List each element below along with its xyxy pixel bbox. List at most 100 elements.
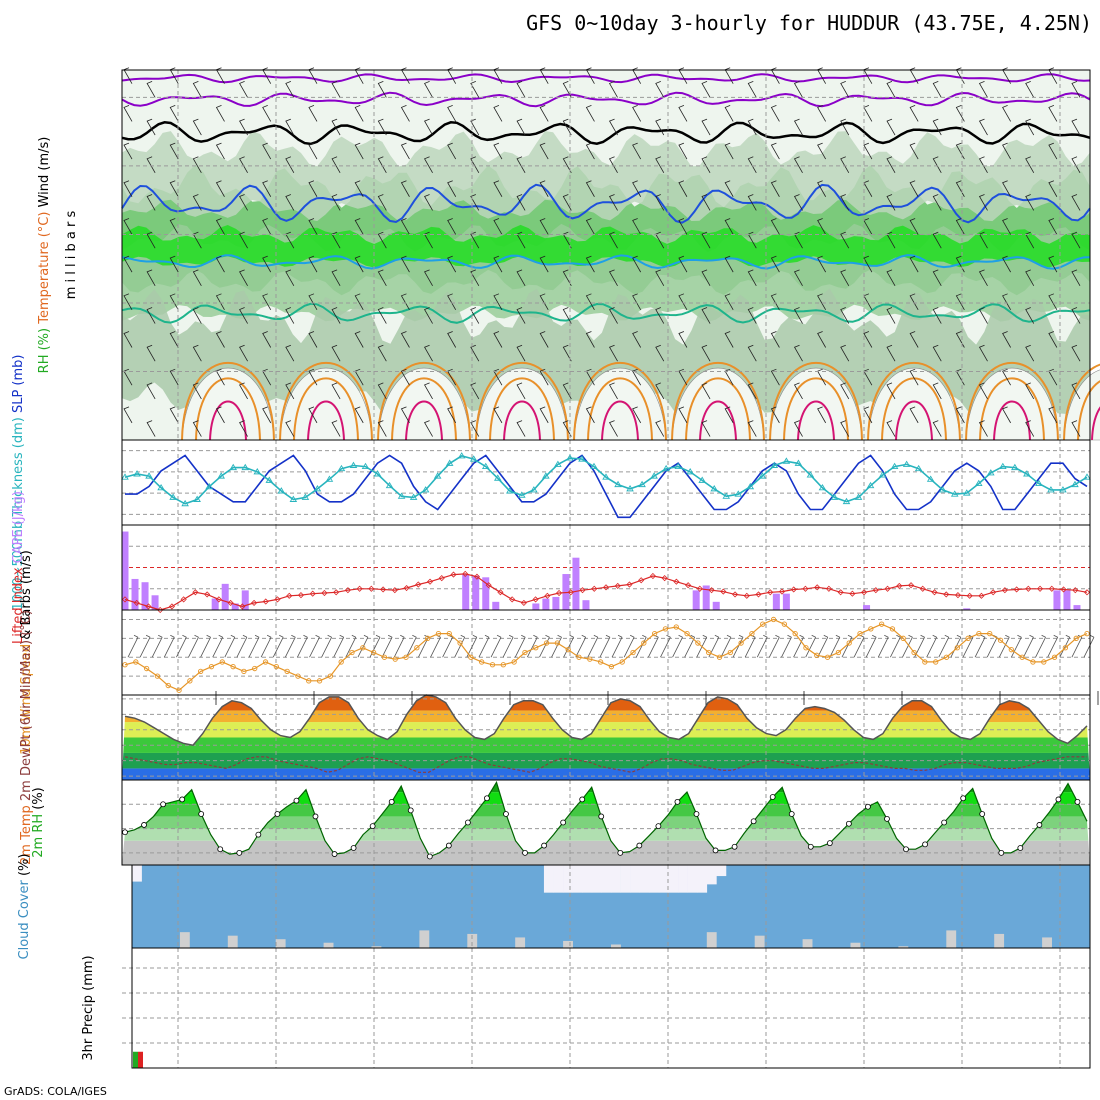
temperature-contour xyxy=(121,183,1091,224)
wind-barb xyxy=(632,406,642,424)
contour-label: 10 xyxy=(0,0,19,4)
wind-barb xyxy=(308,368,318,386)
slp-ylabel-part: SLP (mb) xyxy=(11,355,26,418)
thickness-marker xyxy=(217,472,225,479)
surface-wind-barb xyxy=(793,634,804,658)
lifted-index-marker xyxy=(849,590,856,597)
temperature-line xyxy=(124,694,1088,747)
wind-barb xyxy=(817,180,827,197)
lifted-index-marker xyxy=(333,589,340,596)
lifted-index-marker xyxy=(907,582,915,589)
rh-band xyxy=(122,782,1090,793)
wind-barb xyxy=(932,420,942,437)
surface-wind-barb xyxy=(163,634,175,658)
wind-barb xyxy=(585,331,595,348)
wind-speed-marker xyxy=(1008,647,1014,653)
wind-barb xyxy=(886,307,896,324)
wind-barb xyxy=(770,142,780,160)
temperature-ylabel-part: (6hr Min/Max) (°C) xyxy=(19,610,34,734)
thickness-marker xyxy=(1035,479,1043,487)
lifted-index-marker xyxy=(931,589,938,596)
chart-title: GFS 0~10day 3-hourly for HUDDUR (43.75E,… xyxy=(526,11,1092,35)
thickness-marker xyxy=(626,485,634,492)
lifted-index-marker xyxy=(509,596,516,603)
wind-barb xyxy=(516,382,526,400)
thickness-marker xyxy=(181,499,189,507)
cloud-low-bar xyxy=(179,932,190,948)
temperature-contour-20c xyxy=(475,361,569,441)
rh-band xyxy=(122,828,1090,841)
wind-barb xyxy=(354,293,364,311)
wind-barb xyxy=(447,105,457,122)
cape-bar xyxy=(772,593,780,610)
lifted-index-marker xyxy=(743,592,750,599)
rh-marker xyxy=(541,842,547,849)
surface-wind-barb xyxy=(660,634,671,658)
cape-ylabel-part: CAPE (J/kg) xyxy=(11,491,26,567)
wind-barb xyxy=(724,142,734,160)
lifted-index-marker xyxy=(673,578,680,585)
wind-barb xyxy=(285,344,295,362)
wind-speed-marker xyxy=(1041,659,1047,665)
temperature-contour-20c xyxy=(181,361,275,441)
wind-barb xyxy=(169,105,179,122)
wind-barb xyxy=(909,331,919,348)
wind-barb xyxy=(932,382,942,400)
temperature-contour-20c xyxy=(769,361,863,441)
thickness-marker xyxy=(842,497,851,505)
wind-speed-marker xyxy=(565,647,571,653)
surface-wind-barb xyxy=(902,634,913,658)
lifted-index-marker xyxy=(344,587,351,594)
cloud-low-bar xyxy=(946,930,957,948)
wind-speed-marker xyxy=(306,678,312,684)
wind-barb xyxy=(169,180,179,197)
wind-barb xyxy=(285,194,295,211)
contour-label: FR xyxy=(0,0,17,3)
lifted-index-marker xyxy=(755,591,762,598)
wind-barb xyxy=(1071,194,1081,211)
wind-speed-marker xyxy=(295,673,301,679)
wind-barb xyxy=(424,382,433,400)
thickness-marker xyxy=(373,470,382,477)
wind-speed-marker xyxy=(608,664,615,670)
wind-barb xyxy=(817,331,827,348)
wind-barb xyxy=(470,156,480,173)
wind-barb xyxy=(1071,118,1081,136)
thickness-marker xyxy=(950,490,959,497)
wind-barb xyxy=(1002,255,1011,273)
wind-barb xyxy=(1071,231,1081,249)
thickness-marker xyxy=(1059,486,1067,493)
lifted-index-marker xyxy=(192,589,199,596)
lifted-index-marker xyxy=(1060,586,1067,593)
thickness-marker xyxy=(253,468,262,475)
cape-bar xyxy=(131,578,139,610)
wind-barb xyxy=(169,218,179,235)
wind-speed-marker xyxy=(889,626,896,632)
wind-barb xyxy=(724,180,734,197)
wind-barb xyxy=(909,105,919,122)
cloud-high-gap xyxy=(620,865,631,893)
wind-barb xyxy=(1071,81,1081,98)
contour-label: 5 xyxy=(0,0,10,4)
lifted-index-marker xyxy=(180,596,187,603)
wind-barb xyxy=(308,180,318,197)
wind-barb xyxy=(840,194,850,211)
thickness-marker xyxy=(493,474,502,481)
thickness-marker xyxy=(578,455,586,462)
slp-ylabel-part: Thickness (dm) xyxy=(11,417,26,521)
wind-barb xyxy=(377,194,387,211)
wind-speed-marker xyxy=(252,665,258,672)
wind-barb xyxy=(562,344,572,362)
wind-barb xyxy=(1025,81,1035,98)
wind-barb xyxy=(308,218,318,235)
wind-barb xyxy=(123,218,133,235)
wind-barb xyxy=(701,307,711,324)
wind-speed-marker xyxy=(954,645,960,651)
wind-barb xyxy=(817,255,827,273)
temperature-contour-25c xyxy=(783,377,849,441)
wind-barb xyxy=(424,194,433,211)
thickness-marker xyxy=(265,476,274,483)
thickness-marker xyxy=(830,493,839,500)
wind-barb xyxy=(146,194,156,211)
wind-barb xyxy=(331,420,341,437)
